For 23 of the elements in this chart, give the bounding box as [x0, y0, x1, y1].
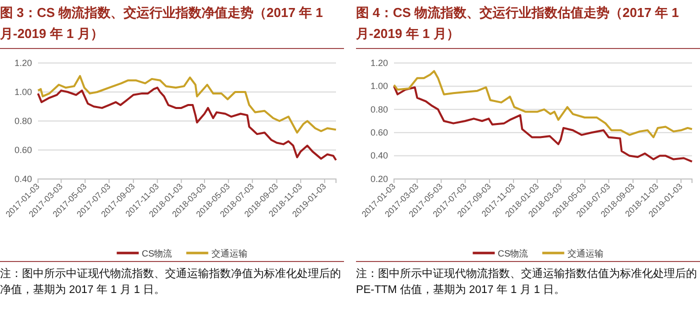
- y-tick-label: 0.40: [370, 150, 388, 161]
- y-tick-label: 0.20: [370, 174, 388, 184]
- y-tick-label: 1.20: [14, 58, 32, 68]
- text: 注：图中所示中证现代物流指数、交通运输指数净值为标准化处理后的净值，基期为 2017 年 1 月 1 日。: [0, 266, 342, 298]
- y-tick-label: 1.00: [14, 86, 32, 97]
- y-tick-label: 0.60: [14, 144, 32, 155]
- line-series: [393, 70, 693, 138]
- y-tick-label: 0.60: [370, 127, 388, 138]
- y-tick-label: 1.00: [370, 81, 388, 92]
- chart-title: 图 4：CS 物流指数、交运行业指数估值走势（2017 年 1 月-2019 年 1 月）: [356, 0, 700, 49]
- legend-label: 交通运输: [567, 248, 604, 258]
- legend-label: CS物流: [142, 248, 172, 258]
- line-series: [393, 85, 693, 163]
- y-tick-label: 0.40: [14, 174, 32, 184]
- line-series: [37, 75, 337, 134]
- y-tick-label: 0.80: [14, 116, 32, 126]
- y-tick-label: 0.80: [370, 104, 388, 114]
- line-series: [37, 86, 337, 162]
- legend-label: CS物流: [498, 248, 528, 258]
- legend-label: 交通运输: [211, 248, 248, 258]
- y-tick-label: 1.20: [370, 58, 388, 68]
- text: 注：图中所示中证现代物流指数、交通运输指数估值为标准化处理后的 PE-TTM 估值，基期为 2017 年 1 月 1 日。: [356, 266, 698, 298]
- chart-title: 图 3：CS 物流指数、交运行业指数净值走势（2017 年 1 月-2019 年 1 月）: [0, 0, 344, 49]
